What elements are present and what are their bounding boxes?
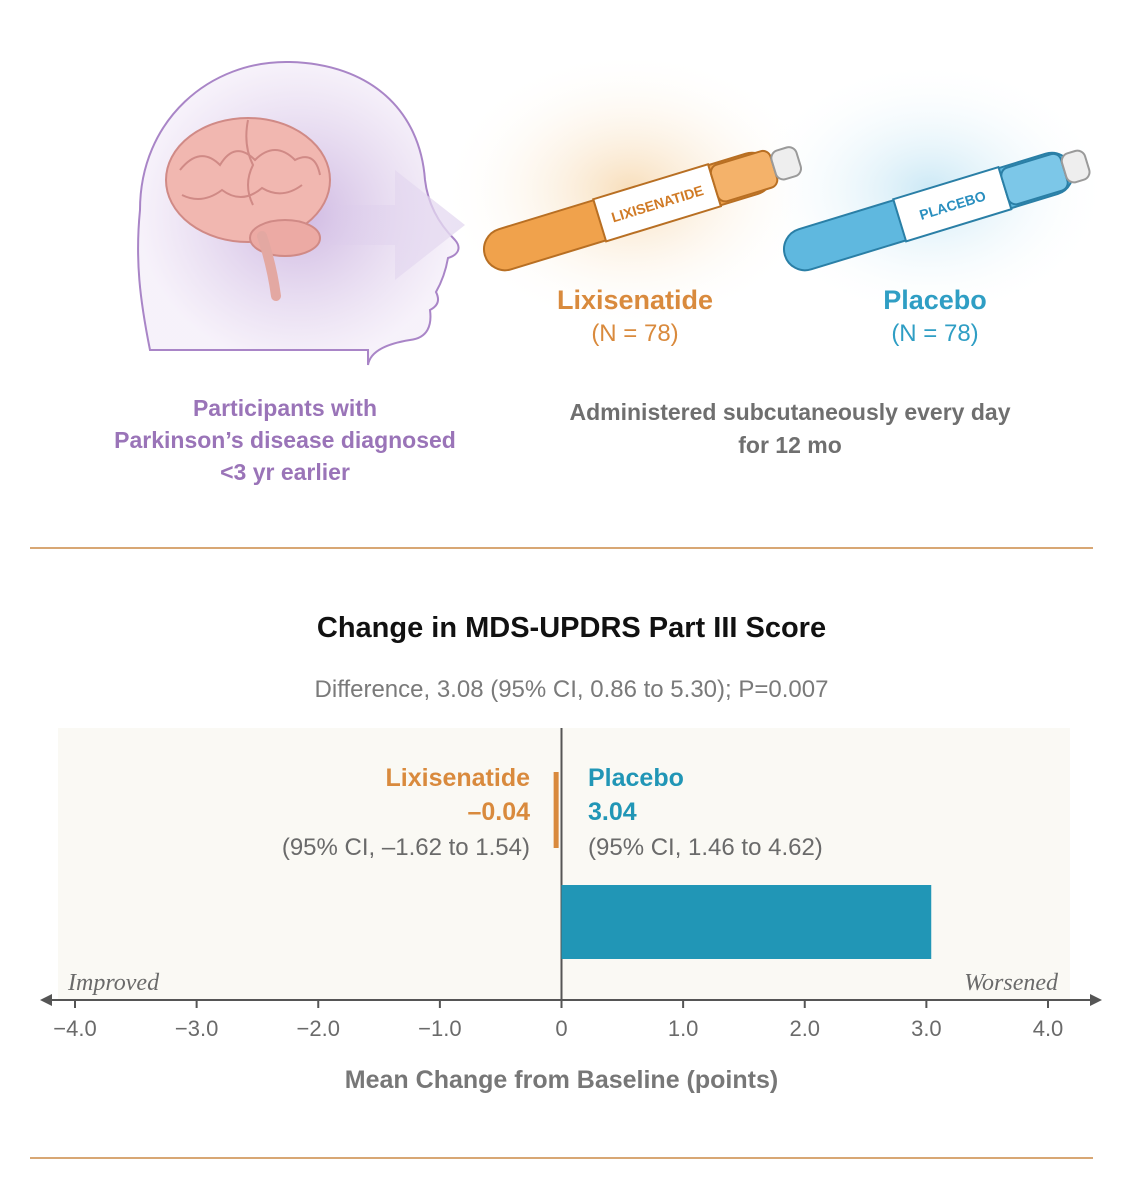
x-tick-label: −4.0 — [53, 1016, 96, 1041]
lixisenatide-pen-icon: LIXISENATIDE — [483, 146, 802, 272]
participants-line-1: Participants with — [192, 395, 378, 421]
arm-lixisenatide: Lixisenatide (N = 78) — [510, 285, 760, 348]
chart-title: Change in MDS-UPDRS Part III Score — [316, 612, 827, 644]
x-axis-arrow-left — [40, 994, 52, 1006]
participants-line-2: Parkinson’s disease diagnosed — [114, 427, 456, 453]
x-axis-arrow-right — [1090, 994, 1102, 1006]
top-illustration: LIXISENATIDE PLACEBO — [137, 50, 1110, 366]
placebo-pen-icon: PLACEBO — [783, 149, 1091, 272]
x-tick-label: −2.0 — [297, 1016, 340, 1041]
plot-background — [58, 728, 1070, 1000]
ci-label-lixisenatide: (95% CI, –1.62 to 1.54) — [282, 834, 530, 861]
x-tick-label: 3.0 — [911, 1016, 942, 1041]
series-label-lixisenatide: Lixisenatide — [386, 764, 531, 792]
administration-line-2: for 12 mo — [738, 432, 842, 458]
arm-placebo-n: (N = 78) — [891, 320, 979, 347]
x-tick-label: 0 — [555, 1016, 567, 1041]
arm-lixisenatide-n: (N = 78) — [591, 320, 679, 347]
x-tick-label: 4.0 — [1033, 1016, 1064, 1041]
divider-top — [30, 547, 1093, 549]
x-tick-label: 2.0 — [789, 1016, 820, 1041]
arm-lixisenatide-name: Lixisenatide — [556, 285, 714, 315]
direction-label-improved: Improved — [67, 970, 160, 996]
series-label-placebo: Placebo — [588, 764, 684, 792]
administration-line-1: Administered subcutaneously every day — [569, 399, 1011, 425]
x-tick-label: 1.0 — [668, 1016, 699, 1041]
brain-icon — [165, 117, 331, 301]
bar-lixisenatide — [553, 772, 559, 848]
arrow-right-icon — [330, 170, 465, 280]
bar-placebo — [561, 885, 932, 959]
ci-label-placebo: (95% CI, 1.46 to 4.62) — [588, 834, 823, 861]
x-tick-label: −3.0 — [175, 1016, 218, 1041]
arm-placebo-name: Placebo — [883, 285, 987, 315]
value-label-placebo: 3.04 — [588, 798, 637, 826]
divider-bottom — [30, 1157, 1093, 1159]
x-axis-label: Mean Change from Baseline (points) — [345, 1066, 778, 1094]
direction-label-worsened: Worsened — [964, 970, 1059, 996]
value-label-lixisenatide: –0.04 — [467, 798, 530, 826]
participants-line-3: <3 yr earlier — [220, 459, 350, 485]
chart: −4.0 −3.0 −2.0 −1.0 0 1.0 2.0 3.0 4.0 Improved Wor… — [40, 728, 1102, 1094]
arm-placebo: Placebo (N = 78) — [810, 285, 1060, 348]
administration-description: Administered subcutaneously every day fo… — [520, 396, 1060, 462]
x-tick-label: −1.0 — [418, 1016, 461, 1041]
participants-description: Participants with Parkinson’s disease di… — [90, 392, 480, 488]
chart-subtitle: Difference, 3.08 (95% CI, 0.86 to 5.30);… — [314, 676, 829, 703]
